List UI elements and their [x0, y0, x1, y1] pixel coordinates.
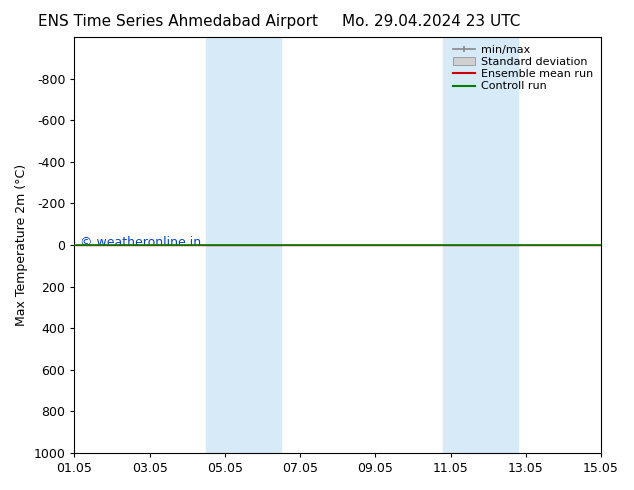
Legend: min/max, Standard deviation, Ensemble mean run, Controll run: min/max, Standard deviation, Ensemble me…: [451, 43, 595, 94]
Y-axis label: Max Temperature 2m (°C): Max Temperature 2m (°C): [15, 164, 28, 326]
Bar: [206, 37, 281, 453]
Text: Mo. 29.04.2024 23 UTC: Mo. 29.04.2024 23 UTC: [342, 14, 521, 29]
Bar: [443, 37, 519, 453]
Text: ENS Time Series Ahmedabad Airport: ENS Time Series Ahmedabad Airport: [37, 14, 318, 29]
Text: © weatheronline.in: © weatheronline.in: [80, 237, 201, 249]
